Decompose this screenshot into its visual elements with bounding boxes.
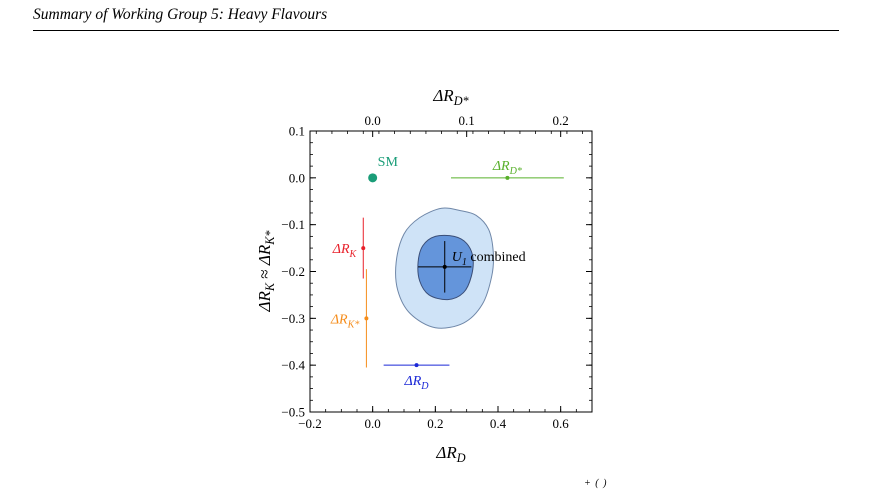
y-tick-label: −0.1 [281, 217, 305, 232]
top-x-tick-label: 0.2 [553, 113, 569, 128]
label-u-1-combined: U1 combined [452, 250, 526, 268]
x-tick-label: 0.0 [365, 416, 381, 431]
point-delta-r-d [414, 363, 419, 368]
point-delta-r-d-star [505, 175, 510, 180]
y-tick-label: −0.5 [281, 405, 305, 420]
point-delta-r-k-star [364, 316, 369, 321]
top-x-axis-label: ΔRD* [432, 86, 469, 108]
top-x-tick-label: 0.0 [365, 113, 381, 128]
label-delta-r-k-star: ΔRK* [330, 312, 361, 330]
y-axis-label: ΔRK ≈ ΔRK* [255, 230, 277, 313]
running-head: Summary of Working Group 5: Heavy Flavou… [33, 6, 328, 23]
label-sm: SM [378, 155, 399, 170]
label-delta-r-d-star: ΔRD* [492, 159, 523, 177]
y-tick-label: 0.1 [289, 124, 305, 139]
label-delta-r-d: ΔRD [404, 374, 430, 392]
x-tick-label: 0.2 [427, 416, 443, 431]
x-tick-label: −0.2 [298, 416, 322, 431]
caption-fragment: + ( ) [584, 478, 608, 489]
y-tick-label: −0.4 [281, 358, 305, 373]
label-delta-r-k: ΔRK [332, 242, 358, 260]
point-u-1-combined [442, 264, 447, 269]
x-axis-label: ΔRD [435, 443, 465, 465]
y-tick-label: −0.2 [281, 264, 305, 279]
x-tick-label: 0.4 [490, 416, 507, 431]
top-x-tick-label: 0.1 [459, 113, 475, 128]
y-tick-label: −0.3 [281, 311, 305, 326]
y-tick-label: 0.0 [289, 170, 305, 185]
point-delta-r-k [361, 246, 366, 251]
header-rule [33, 30, 839, 31]
point-sm [368, 173, 378, 183]
x-tick-label: 0.6 [553, 416, 570, 431]
